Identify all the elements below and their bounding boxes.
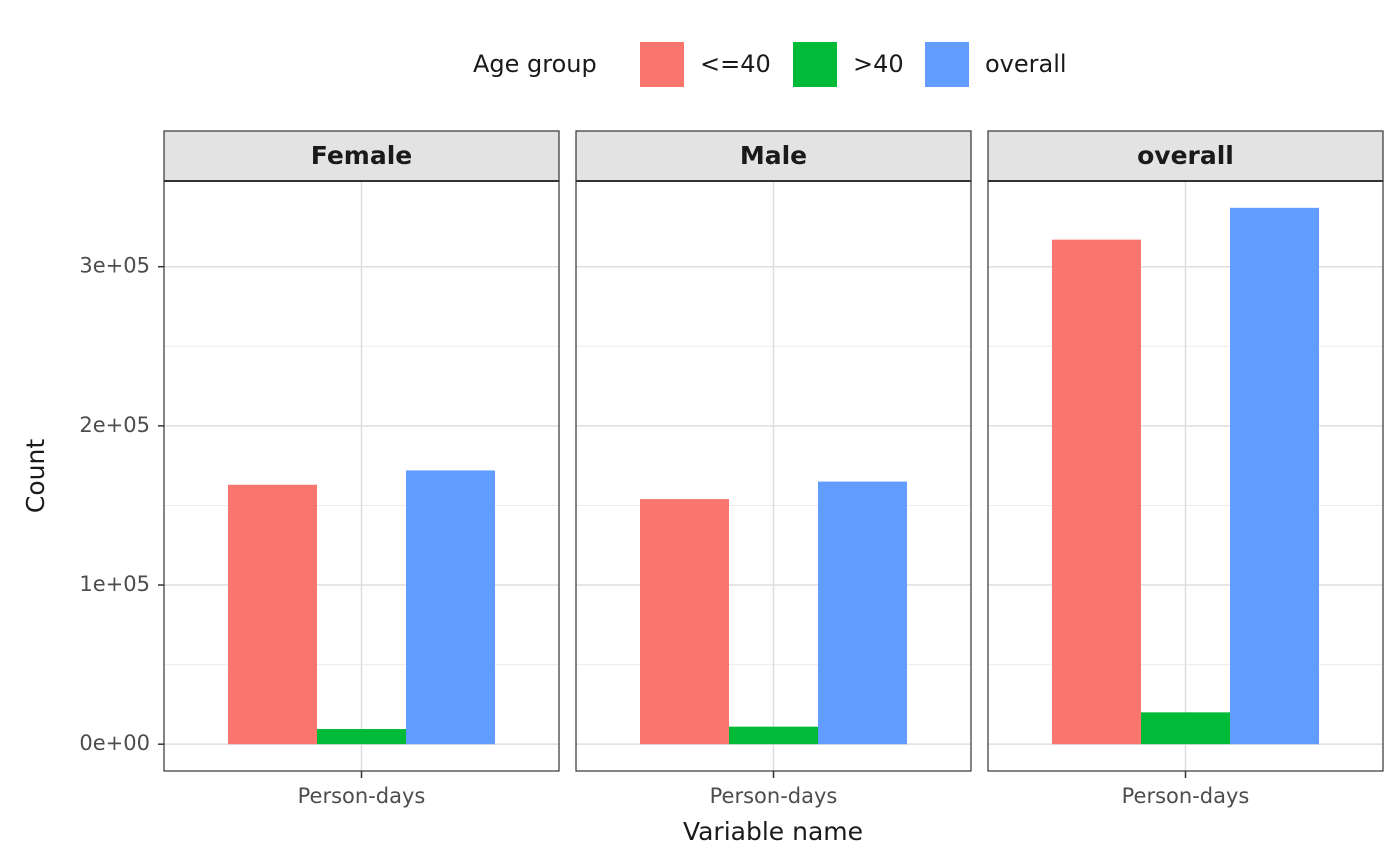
x-tick-label: Person-days (1122, 784, 1250, 808)
legend-key (925, 42, 969, 87)
legend-label: <=40 (700, 50, 771, 78)
legend-key (640, 42, 684, 87)
y-tick-label: 2e+05 (79, 413, 150, 437)
y-tick-label: 0e+00 (79, 731, 150, 755)
bar (818, 481, 907, 745)
x-tick-label: Person-days (710, 784, 838, 808)
y-axis-title: Count (21, 439, 50, 513)
strip (163, 130, 560, 182)
strip-label: Male (740, 141, 807, 170)
y-tick-label: 3e+05 (79, 254, 150, 278)
strip (987, 130, 1384, 182)
bar (317, 729, 406, 745)
strip (575, 130, 972, 182)
bar (640, 499, 729, 745)
bar (1141, 712, 1230, 745)
y-tick-label: 1e+05 (79, 572, 150, 596)
strip-label: Female (311, 141, 412, 170)
legend-title: Age group (473, 50, 597, 78)
bar (1230, 207, 1319, 745)
strip-label: overall (1137, 141, 1234, 170)
bar (1052, 239, 1141, 745)
bar (729, 726, 818, 745)
bar (228, 484, 317, 745)
legend-label: overall (985, 50, 1067, 78)
bar (406, 470, 495, 745)
legend-label: >40 (853, 50, 904, 78)
legend-key (793, 42, 837, 87)
x-tick-label: Person-days (298, 784, 426, 808)
x-axis-title: Variable name (683, 817, 863, 846)
